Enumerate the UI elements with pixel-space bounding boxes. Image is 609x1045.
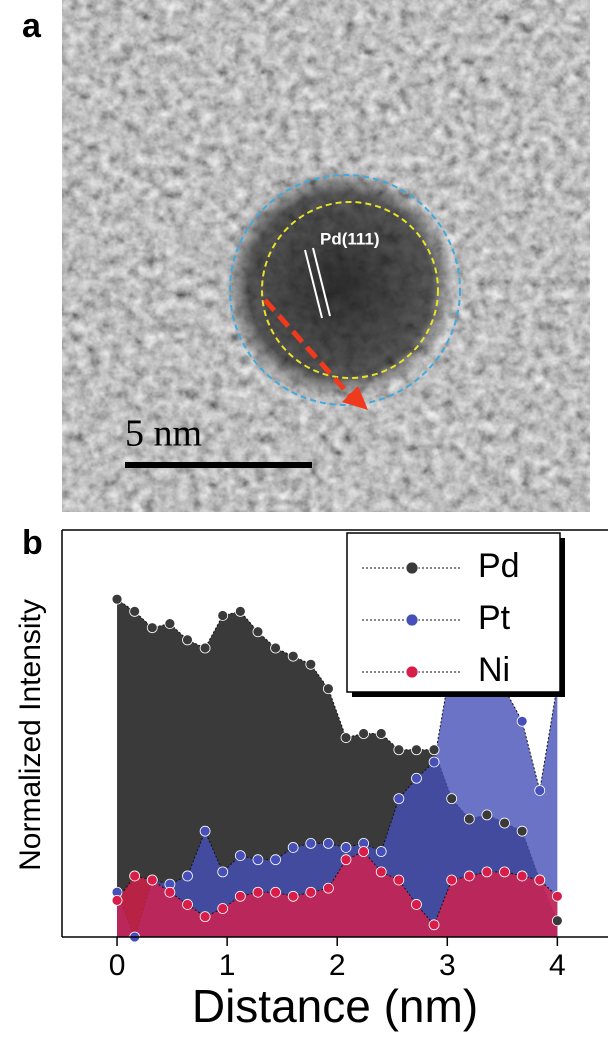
data-point xyxy=(182,634,193,646)
legend-label: Ni xyxy=(478,651,510,689)
panel-label: a xyxy=(22,7,42,45)
data-point xyxy=(428,744,440,756)
data-point xyxy=(164,886,176,898)
data-point xyxy=(358,846,370,857)
data-point xyxy=(446,874,458,886)
data-point xyxy=(393,793,405,805)
data-point xyxy=(446,793,458,805)
data-point xyxy=(463,813,475,825)
data-point xyxy=(322,882,334,894)
data-point xyxy=(516,870,528,882)
legend-marker xyxy=(405,561,419,575)
x-tick-label: 4 xyxy=(549,949,566,982)
data-point xyxy=(252,854,264,866)
data-point xyxy=(393,874,405,886)
data-point xyxy=(182,870,193,882)
data-point xyxy=(375,846,387,857)
data-point xyxy=(411,899,422,910)
panel-label: b xyxy=(22,524,43,562)
data-point xyxy=(234,850,246,861)
data-point xyxy=(182,899,193,910)
data-point xyxy=(287,842,299,853)
line xyxy=(116,655,558,939)
data-point xyxy=(375,866,387,878)
legend-label: Pd xyxy=(478,547,520,585)
legend-marker xyxy=(405,613,419,627)
data-point xyxy=(234,606,246,617)
x-tick-label: 2 xyxy=(329,949,346,982)
data-point xyxy=(463,870,475,882)
data-point xyxy=(322,837,334,849)
data-point xyxy=(146,622,158,634)
data-point xyxy=(340,732,352,743)
data-point xyxy=(111,894,123,906)
data-point xyxy=(358,728,370,739)
data-point xyxy=(534,785,546,796)
data-point xyxy=(199,642,211,654)
data-point xyxy=(516,825,528,837)
data-point xyxy=(551,915,563,927)
data-point xyxy=(305,837,317,849)
data-point xyxy=(499,817,510,829)
y-axis-label: Normalized Intensity xyxy=(14,599,47,871)
scale-bar-label: 5 nm xyxy=(125,413,202,455)
area xyxy=(117,851,558,937)
data-point xyxy=(252,626,264,638)
data-point xyxy=(199,911,211,923)
data-point xyxy=(481,809,493,821)
x-tick-label: 0 xyxy=(109,949,126,982)
lattice-annotation: Pd(111) xyxy=(320,229,380,248)
area xyxy=(117,656,558,937)
x-tick-label: 3 xyxy=(439,949,456,982)
data-point xyxy=(340,842,352,853)
data-point xyxy=(375,728,387,739)
data-point xyxy=(129,606,141,617)
data-point xyxy=(111,593,123,605)
data-point xyxy=(411,772,422,784)
data-point xyxy=(411,744,422,756)
legend-label: Pt xyxy=(478,599,511,637)
data-point xyxy=(217,610,229,621)
data-point xyxy=(340,854,352,866)
data-point xyxy=(428,919,440,931)
data-point xyxy=(551,890,563,902)
data-point xyxy=(199,825,211,837)
data-point xyxy=(481,866,493,878)
data-point xyxy=(217,866,229,878)
data-point xyxy=(393,744,405,756)
x-tick-label: 1 xyxy=(219,949,236,982)
data-point xyxy=(270,886,281,898)
data-point xyxy=(146,874,158,886)
data-point xyxy=(287,650,299,662)
data-point xyxy=(428,756,440,768)
data-point xyxy=(305,886,317,898)
data-point xyxy=(516,715,528,727)
data-point xyxy=(287,890,299,902)
legend-marker xyxy=(405,665,419,679)
data-point xyxy=(217,903,229,914)
legend xyxy=(346,532,565,697)
tem-image xyxy=(62,0,590,512)
data-point xyxy=(305,658,317,670)
data-point xyxy=(322,683,334,695)
x-axis-label: Distance (nm) xyxy=(192,980,478,1032)
data-point xyxy=(252,886,264,898)
data-point xyxy=(129,870,141,882)
data-point xyxy=(499,866,510,878)
data-point xyxy=(164,618,176,630)
data-point xyxy=(234,890,246,902)
data-point xyxy=(270,854,281,866)
data-point xyxy=(270,642,281,654)
data-point xyxy=(534,874,546,886)
